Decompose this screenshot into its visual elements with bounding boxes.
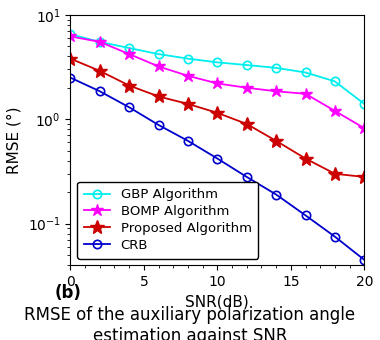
Proposed Algorithm xyxy=(215,111,220,115)
GBP Algorithm xyxy=(215,60,220,64)
Proposed Algorithm xyxy=(156,95,161,99)
Y-axis label: RMSE (°): RMSE (°) xyxy=(7,106,22,174)
Proposed Algorithm xyxy=(362,175,367,179)
Proposed Algorithm xyxy=(303,156,308,160)
Text: RMSE of the auxiliary polarization angle
estimation against SNR: RMSE of the auxiliary polarization angle… xyxy=(24,306,356,340)
Proposed Algorithm xyxy=(127,84,131,88)
CRB xyxy=(215,156,220,160)
CRB xyxy=(274,192,279,197)
CRB xyxy=(127,105,131,109)
Proposed Algorithm xyxy=(332,172,337,176)
BOMP Algorithm xyxy=(68,34,73,38)
X-axis label: SNR(dB): SNR(dB) xyxy=(185,294,249,309)
GBP Algorithm xyxy=(362,102,367,106)
CRB xyxy=(98,89,102,93)
Proposed Algorithm xyxy=(98,69,102,73)
Legend: GBP Algorithm, BOMP Algorithm, Proposed Algorithm, CRB: GBP Algorithm, BOMP Algorithm, Proposed … xyxy=(77,182,258,259)
BOMP Algorithm xyxy=(303,92,308,96)
BOMP Algorithm xyxy=(156,64,161,68)
GBP Algorithm xyxy=(244,63,249,67)
CRB xyxy=(332,235,337,239)
Proposed Algorithm xyxy=(68,56,73,61)
Line: BOMP Algorithm: BOMP Algorithm xyxy=(64,30,370,134)
GBP Algorithm xyxy=(332,79,337,83)
GBP Algorithm xyxy=(186,56,190,61)
CRB xyxy=(303,213,308,217)
BOMP Algorithm xyxy=(98,40,102,44)
GBP Algorithm xyxy=(303,70,308,74)
BOMP Algorithm xyxy=(127,52,131,56)
BOMP Algorithm xyxy=(244,86,249,90)
Line: Proposed Algorithm: Proposed Algorithm xyxy=(63,52,371,184)
CRB xyxy=(156,123,161,127)
Proposed Algorithm xyxy=(274,139,279,143)
GBP Algorithm xyxy=(127,46,131,50)
GBP Algorithm xyxy=(274,66,279,70)
BOMP Algorithm xyxy=(362,126,367,130)
Line: CRB: CRB xyxy=(66,73,369,264)
Text: (b): (b) xyxy=(55,284,82,302)
BOMP Algorithm xyxy=(186,74,190,78)
GBP Algorithm xyxy=(68,32,73,36)
CRB xyxy=(68,75,73,80)
Proposed Algorithm xyxy=(186,102,190,106)
CRB xyxy=(186,139,190,143)
Line: GBP Algorithm: GBP Algorithm xyxy=(66,30,369,108)
CRB xyxy=(244,175,249,179)
BOMP Algorithm xyxy=(215,81,220,85)
GBP Algorithm xyxy=(156,52,161,56)
GBP Algorithm xyxy=(98,40,102,44)
BOMP Algorithm xyxy=(332,109,337,113)
Proposed Algorithm xyxy=(244,122,249,126)
BOMP Algorithm xyxy=(274,89,279,93)
CRB xyxy=(362,258,367,262)
